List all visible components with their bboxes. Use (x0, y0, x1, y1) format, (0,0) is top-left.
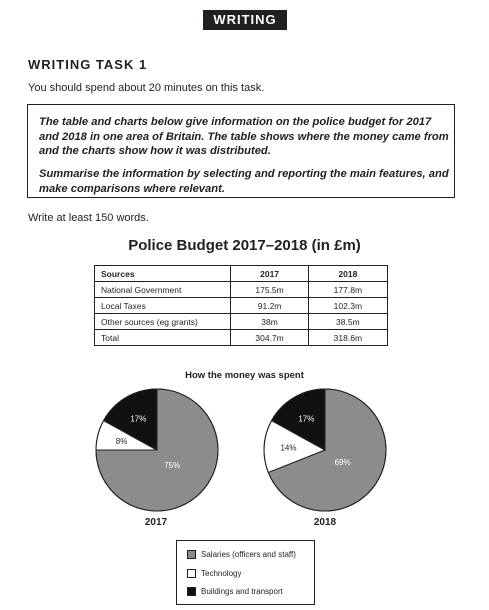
pie-chart-2017: 75% 8% 17% (95, 388, 219, 512)
legend-swatch (187, 587, 196, 596)
pie-year-label-2017: 2017 (144, 517, 168, 528)
chart-legend: Salaries (officers and staff) Technology… (176, 540, 315, 605)
pie-outline (95, 388, 219, 512)
pie-label-salaries: 69% (335, 458, 351, 467)
prompt-paragraph-2: Summarise the information by selecting a… (39, 168, 449, 195)
budget-table: Sources 2017 2018 National Government 17… (93, 265, 389, 346)
legend-label: Salaries (officers and staff) (201, 550, 296, 559)
pie-label-salaries: 75% (164, 461, 180, 470)
task-prompt-box: The table and charts below give informat… (27, 104, 455, 198)
source-name: Total (93, 329, 232, 346)
prompt-paragraph-1: The table and charts below give informat… (39, 116, 449, 157)
value-2018: 177.8m (307, 281, 389, 298)
charts-title: How the money was spent (185, 370, 304, 381)
pie-label-buildings: 17% (130, 414, 146, 423)
value-2018: 102.3m (307, 297, 389, 314)
legend-label: Buildings and transport (201, 587, 283, 596)
table-header-row: Sources 2017 2018 (93, 265, 389, 282)
source-name: Other sources (eg grants) (93, 313, 232, 330)
pie-label-buildings: 17% (298, 414, 314, 423)
word-count-note: Write at least 150 words. (28, 212, 149, 224)
column-header-2017: 2017 (230, 265, 309, 282)
legend-label: Technology (201, 569, 242, 578)
value-2018: 318.6m (307, 329, 389, 346)
value-2017: 175.5m (230, 281, 309, 298)
section-label: WRITING (203, 10, 287, 30)
table-row: Other sources (eg grants) 38m 38.5m (93, 313, 389, 330)
source-name: Local Taxes (93, 297, 232, 314)
legend-swatch (187, 569, 196, 578)
value-2018: 38.5m (307, 313, 389, 330)
legend-swatch (187, 550, 196, 559)
value-2017: 91.2m (230, 297, 309, 314)
time-note: You should spend about 20 minutes on thi… (28, 82, 265, 94)
value-2017: 38m (230, 313, 309, 330)
budget-table-title: Police Budget 2017–2018 (in £m) (128, 237, 361, 254)
pie-label-technology: 8% (116, 437, 128, 446)
value-2017: 304.7m (230, 329, 309, 346)
column-header-sources: Sources (93, 265, 232, 282)
table-row: Total 304.7m 318.6m (93, 329, 389, 346)
table-row: National Government 175.5m 177.8m (93, 281, 389, 298)
pie-year-label-2018: 2018 (313, 517, 337, 528)
task-heading: WRITING TASK 1 (28, 57, 148, 72)
source-name: National Government (93, 281, 232, 298)
column-header-2018: 2018 (307, 265, 389, 282)
pie-label-technology: 14% (280, 444, 296, 453)
table-row: Local Taxes 91.2m 102.3m (93, 297, 389, 314)
pie-outline (263, 388, 387, 512)
pie-chart-2018: 69% 14% 17% (263, 388, 387, 512)
